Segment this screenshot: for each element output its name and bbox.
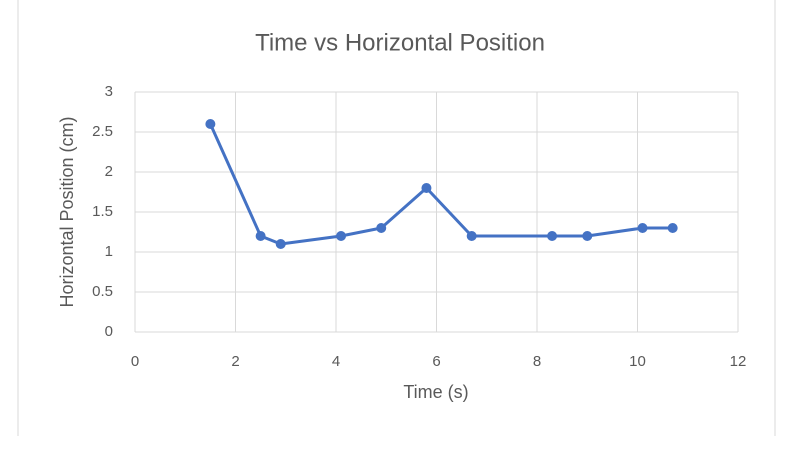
series-line (209, 123, 673, 246)
y-axis-label: Horizontal Position (cm) (57, 116, 77, 307)
y-tick-label: 2 (105, 163, 113, 180)
data-point (582, 231, 593, 241)
chart-title: Time vs Horizontal Position (255, 29, 545, 56)
x-tick-label: 10 (629, 353, 646, 370)
data-point (376, 223, 387, 233)
x-tick-label: 4 (332, 353, 340, 370)
x-tick-label: 8 (533, 353, 541, 370)
data-point (275, 239, 286, 249)
x-tick-label: 6 (432, 353, 440, 370)
data-point (667, 223, 678, 233)
data-point (547, 231, 558, 241)
y-tick-label: 2.5 (92, 123, 113, 140)
x-tick-label: 2 (231, 353, 239, 370)
data-point (255, 231, 266, 241)
x-tick-label: 12 (730, 353, 747, 370)
data-point (421, 183, 432, 193)
data-point (205, 119, 216, 129)
x-axis-label: Time (s) (403, 382, 468, 402)
y-tick-label: 0.5 (92, 283, 113, 300)
data-point (637, 223, 648, 233)
y-tick-label: 1.5 (92, 203, 113, 220)
x-tick-label: 0 (131, 353, 139, 370)
data-point (336, 231, 347, 241)
y-tick-label: 1 (105, 243, 113, 260)
data-point (466, 231, 477, 241)
y-tick-label: 0 (105, 323, 113, 340)
y-tick-label: 3 (105, 83, 113, 100)
